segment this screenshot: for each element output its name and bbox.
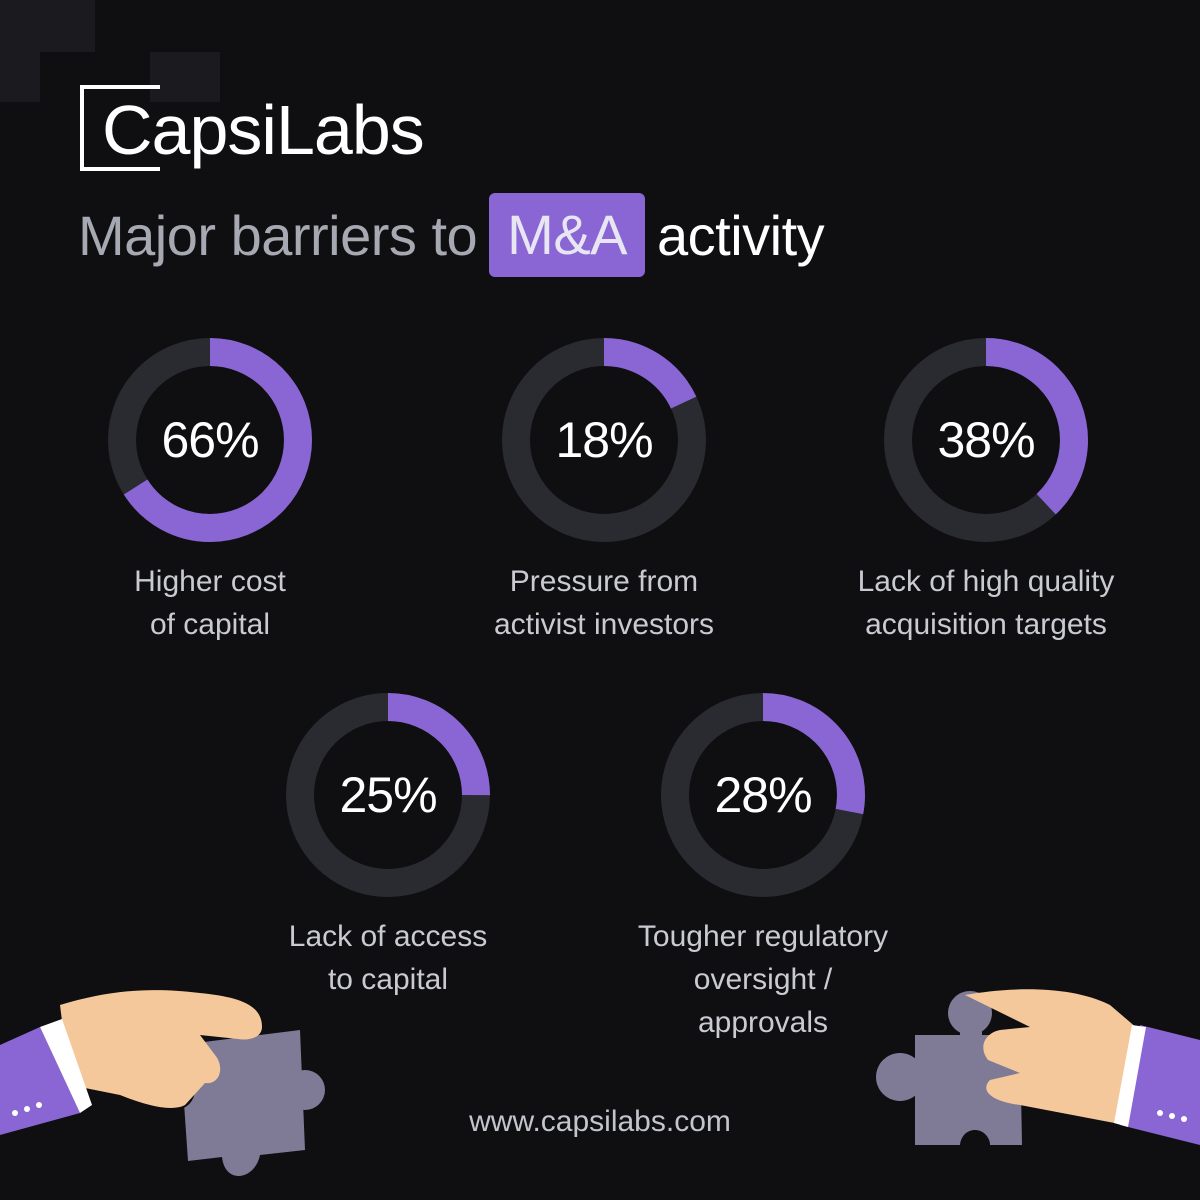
donut-svg <box>108 338 312 542</box>
bg-square <box>150 52 220 102</box>
donut-label-line: Tougher regulatory <box>637 920 889 953</box>
donut-value-arc <box>108 338 312 542</box>
title-prefix: Major barriers to <box>78 203 478 267</box>
donut-percentage: 18% <box>555 412 653 468</box>
donut-chart: 66% <box>90 320 330 560</box>
donut-chart: 28% <box>643 675 883 915</box>
donut-label-line: acquisition targets <box>865 608 1107 641</box>
donut-percentage: 25% <box>339 767 437 823</box>
donut-svg <box>884 338 1088 542</box>
donut-label-line: Lack of access <box>288 920 488 953</box>
donut-label-line: Pressure from <box>509 565 699 598</box>
page-title: Major barriers to M&A activity <box>78 190 825 280</box>
donut-value-arc <box>286 693 490 897</box>
donut-label: Tougher regulatory oversight / approvals <box>593 915 933 1044</box>
donut-label-line: approvals <box>697 1006 829 1039</box>
right-hand-puzzle-illustration <box>876 989 1200 1159</box>
donut-label: Lack of high quality acquisition targets <box>816 560 1156 646</box>
donut-percentage: 28% <box>714 767 812 823</box>
donut-svg <box>661 693 865 897</box>
donut-percentage: 66% <box>161 412 259 468</box>
brand-logo: CapsiLabs <box>80 85 480 175</box>
donut-percentage: 38% <box>937 412 1035 468</box>
left-hand-puzzle-illustration <box>0 990 325 1176</box>
bg-square <box>0 0 95 52</box>
donut-label-line: to capital <box>327 963 449 996</box>
donut-value-arc <box>884 338 1088 542</box>
donut-svg <box>286 693 490 897</box>
title-highlight: M&A <box>489 193 646 277</box>
donut-label-line: Lack of high quality <box>857 565 1115 598</box>
donut-label: Lack of access to capital <box>218 915 558 1001</box>
donut-label: Higher cost of capital <box>40 560 380 646</box>
donut-svg <box>502 338 706 542</box>
donut-chart: 18% <box>484 320 724 560</box>
donut-label-line: Higher cost <box>134 565 286 598</box>
donut-label-line: activist investors <box>493 608 715 641</box>
donut-value-arc <box>502 338 706 542</box>
bg-square <box>0 52 40 102</box>
donut-label-line: of capital <box>149 608 271 641</box>
donut-value-arc <box>661 693 865 897</box>
donut-chart: 25% <box>268 675 508 915</box>
title-suffix: activity <box>657 203 825 267</box>
website-link[interactable]: www.capsilabs.com <box>469 1105 731 1138</box>
brand-name: CapsiLabs <box>102 91 425 169</box>
donut-label-line: oversight / <box>693 963 833 996</box>
donut-label: Pressure from activist investors <box>434 560 774 646</box>
donut-chart: 38% <box>866 320 1106 560</box>
